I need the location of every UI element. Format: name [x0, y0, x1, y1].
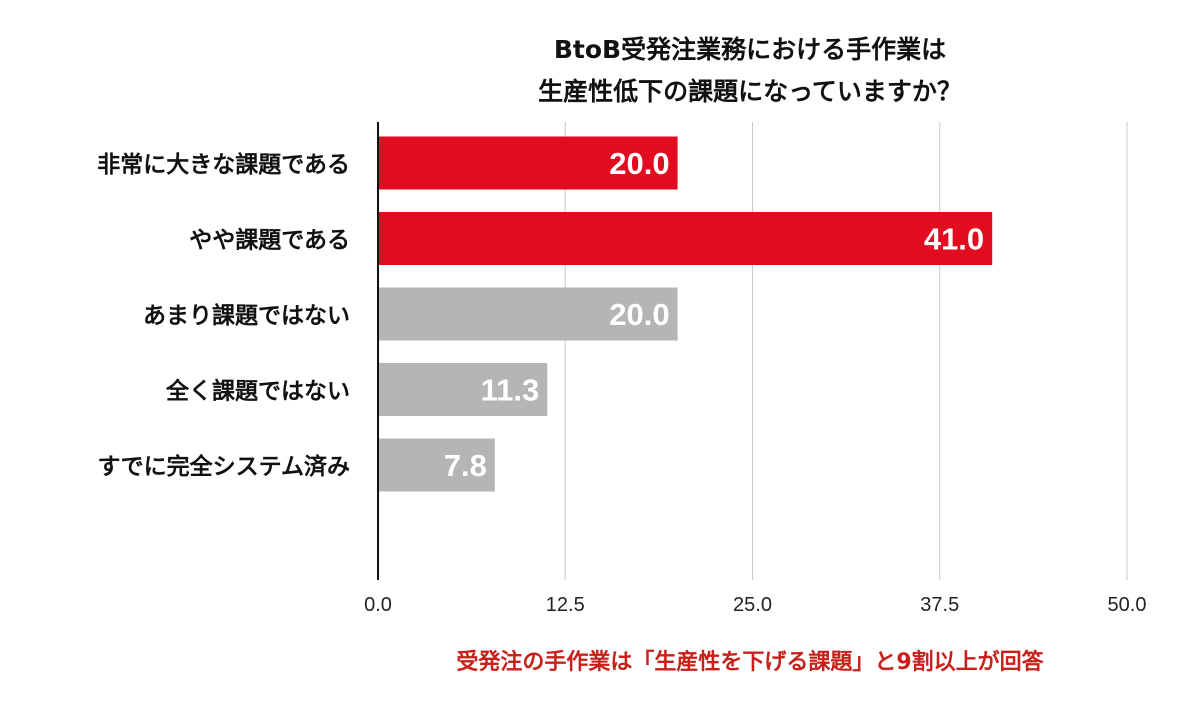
chart-title-line-1: BtoB受発注業務における手作業は [553, 35, 947, 64]
data-label: 11.3 [481, 373, 540, 408]
x-tick-label: 37.5 [920, 594, 959, 616]
data-label: 7.8 [444, 448, 487, 483]
category-label: 非常に大きな課題である [97, 151, 350, 178]
category-label: すでに完全システム済み [97, 453, 350, 480]
bar [378, 363, 548, 416]
bar [378, 287, 678, 341]
data-label: 20.0 [609, 146, 669, 181]
bar [378, 136, 678, 190]
x-tick-label: 50.0 [1108, 594, 1147, 616]
x-tick-label: 0.0 [364, 594, 392, 616]
bar [378, 438, 495, 492]
category-label: あまり課題ではない [143, 302, 350, 329]
data-label: 20.0 [609, 297, 669, 332]
data-label: 41.0 [924, 222, 984, 257]
bar [378, 212, 993, 265]
chart-title-line-2: 生産性低下の課題になっていますか？ [538, 77, 962, 106]
x-tick-label: 12.5 [546, 594, 585, 616]
category-label: 全く課題ではない [165, 378, 350, 405]
category-label: やや課題である [189, 227, 350, 254]
x-tick-label: 25.0 [733, 594, 772, 616]
chart-annotation: 受発注の手作業は「生産性を下げる課題」と9割以上が回答 [456, 650, 1044, 675]
